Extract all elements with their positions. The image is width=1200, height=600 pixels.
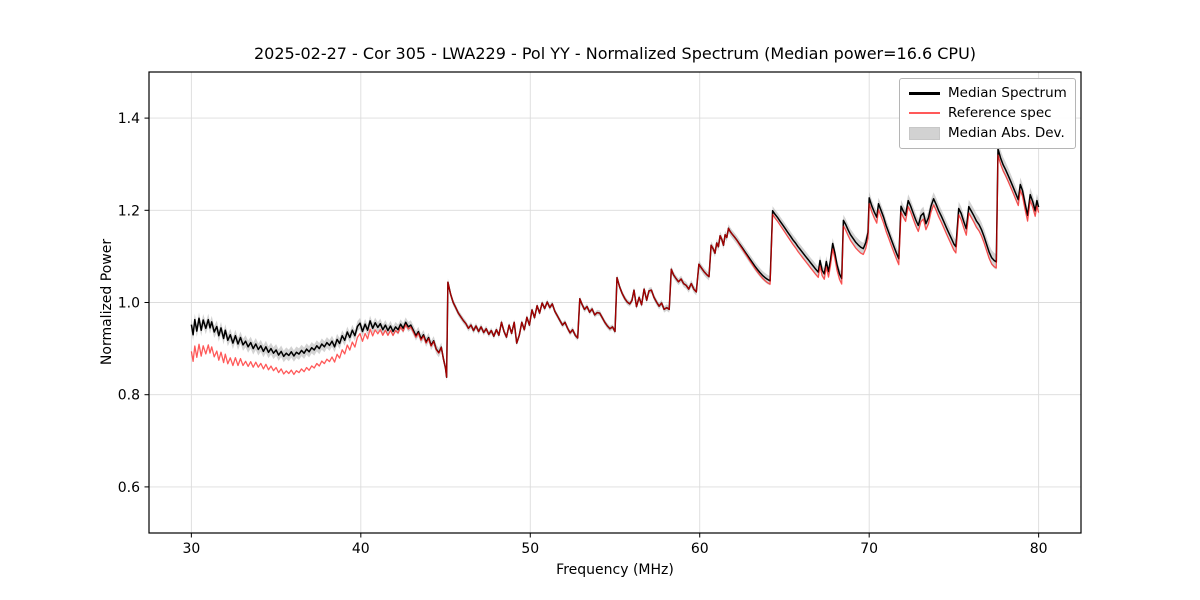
median-abs-dev-patch-swatch	[909, 126, 940, 140]
reference-spec-line	[190, 154, 1040, 378]
median-abs-dev-band	[191, 141, 1039, 382]
legend-label-median-spectrum: Median Spectrum	[948, 85, 1067, 101]
x-tick-label: 70	[860, 541, 878, 557]
y-tick-label: 0.8	[118, 388, 140, 404]
y-tick-label: 1.2	[118, 203, 140, 219]
y-tick-label: 1.4	[118, 111, 140, 127]
legend-label-reference-spec: Reference spec	[948, 105, 1052, 121]
tick-labels: 30 40 50 60 70 80 0.6 0.8 1.0 1.2 1.4	[118, 111, 1048, 557]
x-axis-label: Frequency (MHz)	[556, 562, 674, 578]
y-tick-label: 0.6	[118, 480, 140, 496]
legend-label-median-abs-dev: Median Abs. Dev.	[948, 125, 1065, 141]
x-tick-label: 60	[691, 541, 709, 557]
x-tick-label: 80	[1030, 541, 1048, 557]
y-tick-label: 1.0	[118, 296, 140, 312]
legend-entry-median-spectrum: Median Spectrum	[900, 83, 1075, 103]
x-tick-label: 40	[352, 541, 370, 557]
chart-title: 2025-02-27 - Cor 305 - LWA229 - Pol YY -…	[253, 44, 977, 63]
x-tick-label: 30	[182, 541, 200, 557]
legend-entry-reference-spec: Reference spec	[900, 103, 1075, 123]
legend-box: Median Spectrum Reference spec Median Ab…	[899, 78, 1076, 149]
median-spectrum-line-swatch	[909, 91, 940, 95]
axis-ticks	[144, 117, 1040, 538]
reference-spec-line-swatch	[909, 112, 940, 114]
x-tick-label: 50	[521, 541, 539, 557]
legend-entry-median-abs-dev: Median Abs. Dev.	[900, 123, 1075, 143]
y-axis-label-text: Normalized Power	[99, 238, 115, 366]
